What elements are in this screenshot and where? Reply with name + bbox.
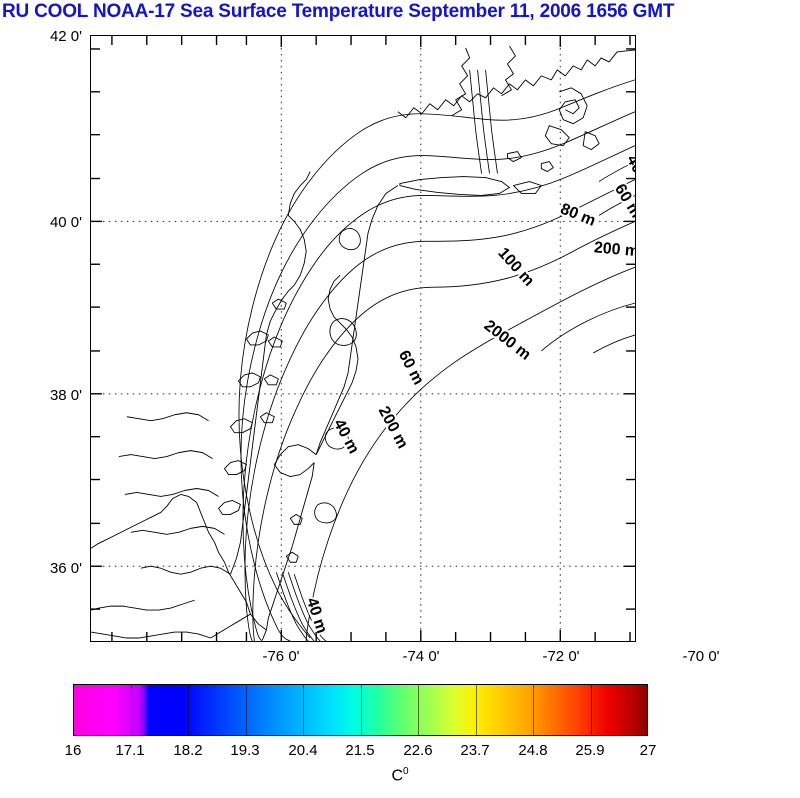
colorbar-tick bbox=[245, 684, 247, 736]
svg-text:100 m: 100 m bbox=[494, 245, 537, 290]
colorbar-tick-label: 24.8 bbox=[518, 742, 548, 759]
colorbar-tick-label: 16 bbox=[64, 742, 82, 759]
gridlines bbox=[91, 36, 635, 641]
colorbar-tick bbox=[360, 684, 362, 736]
x-tick-label: -74 0' bbox=[402, 648, 440, 665]
svg-text:200 m: 200 m bbox=[593, 239, 635, 260]
svg-text:200 m: 200 m bbox=[375, 404, 411, 452]
colorbar-tick-label: 23.7 bbox=[460, 742, 490, 759]
colorbar-tick-label: 27 bbox=[639, 742, 657, 759]
x-tick-label: -72 0' bbox=[542, 648, 580, 665]
bathymetry-contours bbox=[238, 69, 635, 641]
colorbar-tick bbox=[303, 684, 304, 736]
map-plot-area: 40 m 40 m 60 m 60 m 80 m 80 m 200 m 200 … bbox=[90, 35, 636, 642]
page-title: RU COOL NOAA-17 Sea Surface Temperature … bbox=[2, 1, 675, 22]
x-tick-label: -76 0' bbox=[262, 648, 300, 665]
colorbar-tick-label: 19.3 bbox=[230, 742, 260, 759]
svg-text:60 m: 60 m bbox=[611, 181, 635, 221]
colorbar-tick bbox=[130, 684, 132, 736]
svg-text:80 m: 80 m bbox=[558, 201, 598, 230]
coastline-layer bbox=[91, 45, 635, 641]
y-tick-label: 38 0' bbox=[49, 387, 82, 404]
colorbar-tick bbox=[590, 684, 592, 736]
axis-ticks bbox=[91, 36, 635, 641]
colorbar-tick bbox=[475, 684, 477, 736]
colorbar-tick-label: 22.6 bbox=[403, 742, 433, 759]
colorbar-tick-label: 18.2 bbox=[173, 742, 203, 759]
colorbar-unit-letter: C bbox=[391, 767, 403, 785]
colorbar-tick bbox=[188, 684, 189, 736]
svg-text:40 m: 40 m bbox=[330, 417, 362, 457]
map-canvas: 40 m 40 m 60 m 60 m 80 m 80 m 200 m 200 … bbox=[91, 36, 635, 641]
svg-text:60 m: 60 m bbox=[395, 348, 427, 388]
colorbar bbox=[73, 684, 648, 736]
colorbar-axis-label: C0 bbox=[0, 766, 800, 785]
colorbar-tick-label: 17.1 bbox=[115, 742, 145, 759]
colorbar-tick-label: 25.9 bbox=[575, 742, 605, 759]
colorbar-tick-label: 20.4 bbox=[288, 742, 318, 759]
y-tick-label: 40 0' bbox=[49, 214, 82, 231]
colorbar-degree-symbol: 0 bbox=[403, 766, 409, 777]
svg-text:2000 m: 2000 m bbox=[481, 317, 534, 364]
colorbar-tick bbox=[533, 684, 534, 736]
y-tick-label: 42 0' bbox=[49, 28, 82, 45]
colorbar-tick-label: 21.5 bbox=[345, 742, 375, 759]
y-tick-label: 36 0' bbox=[49, 560, 82, 577]
x-tick-label: -70 0' bbox=[682, 648, 720, 665]
colorbar-tick bbox=[418, 684, 419, 736]
